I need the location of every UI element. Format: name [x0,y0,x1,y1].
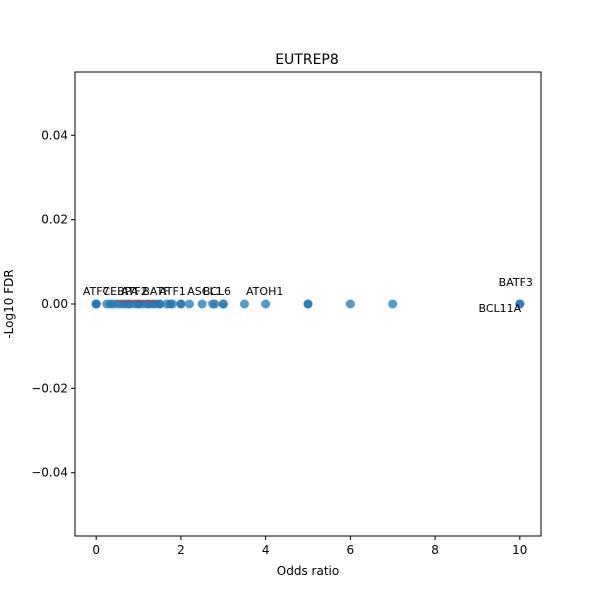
point-annotation-label: BCL6 [203,285,231,298]
x-axis-ticks: 0 2 4 6 8 10 [92,536,527,557]
data-point [91,299,101,309]
x-tick-label: 6 [347,543,355,557]
data-point [184,299,194,309]
x-tick-label: 0 [92,543,100,557]
y-axis-label: -Log10 FDR [2,269,16,338]
data-point [261,299,271,309]
y-tick-label: 0.04 [41,128,68,142]
data-point [167,299,177,309]
x-tick-label: 8 [431,543,439,557]
y-tick-label: 0.00 [41,297,68,311]
point-annotation-label: ATF7 [83,285,110,298]
data-point [303,299,313,309]
point-annotation-label: ASCL1 [187,285,222,298]
y-tick-label: −0.02 [31,381,68,395]
point-annotation-label: ATOH1 [246,285,283,298]
data-point [197,299,207,309]
y-tick-label: −0.04 [31,466,68,480]
point-annotation-label: BATF [142,285,169,298]
y-tick-label: 0.02 [41,213,68,227]
point-annotation-label: ATF1 [159,285,186,298]
x-tick-label: 4 [262,543,270,557]
point-annotation-label: BCL11A [478,302,521,315]
y-axis-ticks: −0.04 −0.02 0.00 0.02 0.04 [31,128,75,480]
data-points [91,299,525,309]
data-point [515,299,525,309]
point-annotation-label: BATF3 [499,276,533,289]
data-point [239,299,249,309]
data-point [176,299,186,309]
x-axis-label: Odds ratio [277,564,339,578]
data-point [155,299,165,309]
x-tick-label: 10 [512,543,527,557]
chart-title: EUTREP8 [275,52,339,68]
point-annotation-label: CEBPA [102,285,138,298]
data-point [345,299,355,309]
data-point [388,299,398,309]
x-tick-label: 2 [177,543,185,557]
data-point [218,299,228,309]
point-annotation-label: ATF2 [121,285,148,298]
data-point [210,299,220,309]
